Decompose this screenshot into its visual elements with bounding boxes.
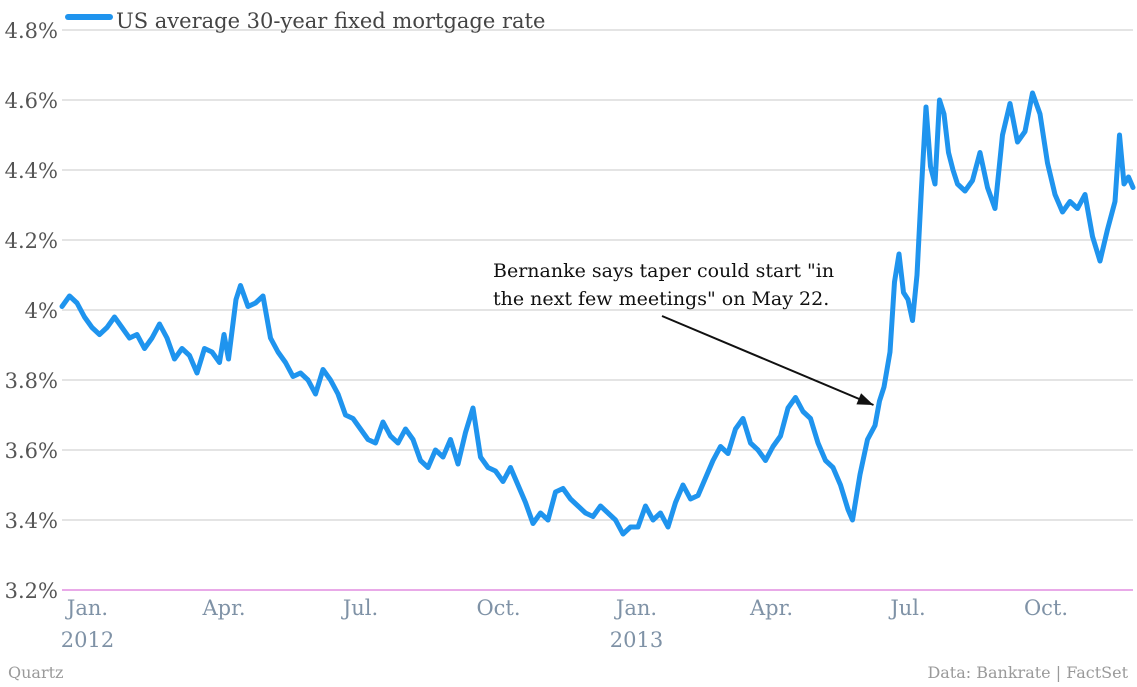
y-tick-label: 3.4%	[5, 509, 58, 533]
series-line	[59, 90, 1136, 537]
y-tick-label: 4.6%	[5, 89, 58, 113]
legend: US average 30-year fixed mortgage rate	[65, 9, 545, 33]
x-axis-ticks: Jan. 2012 Apr. Jul. Oct. Jan. 2013 Apr. Jul. Oct.	[61, 596, 1068, 652]
y-axis-ticks: 3.2% 3.4% 3.6% 3.8% 4% 4.2% 4.4% 4.6% 4.8%	[5, 19, 58, 603]
legend-label: US average 30-year fixed mortgage rate	[116, 9, 545, 33]
y-tick-label: 4%	[25, 299, 58, 323]
y-tick-label: 3.2%	[5, 579, 58, 603]
x-tick-label: Oct.	[1024, 596, 1068, 620]
x-tick-label: Apr.	[201, 596, 245, 620]
annotation-arrow-line	[661, 315, 874, 406]
y-tick-label: 3.8%	[5, 369, 58, 393]
annotation: Bernanke says taper could start "in the …	[493, 260, 874, 406]
x-tick-label: Jan.	[614, 596, 657, 620]
series-group	[59, 90, 1136, 537]
annotation-arrow-head	[856, 393, 874, 405]
x-tick-label: Jul.	[888, 596, 925, 620]
y-tick-label: 4.2%	[5, 229, 58, 253]
x-tick-label: Apr.	[749, 596, 793, 620]
annotation-line-2: the next few meetings" on May 22.	[493, 288, 829, 310]
y-tick-label: 4.8%	[5, 19, 58, 43]
y-tick-label: 3.6%	[5, 439, 58, 463]
x-tick-label: Jul.	[341, 596, 378, 620]
x-tick-year-label: 2013	[610, 628, 663, 652]
x-tick-label: Jan.	[65, 596, 108, 620]
gridlines	[62, 29, 1133, 591]
annotation-line-1: Bernanke says taper could start "in	[493, 260, 834, 282]
footer-source-right: Data: Bankrate | FactSet	[927, 663, 1128, 682]
x-tick-year-label: 2012	[61, 628, 114, 652]
footer-source-left: Quartz	[8, 663, 63, 682]
x-tick-label: Oct.	[476, 596, 520, 620]
y-tick-label: 4.4%	[5, 159, 58, 183]
